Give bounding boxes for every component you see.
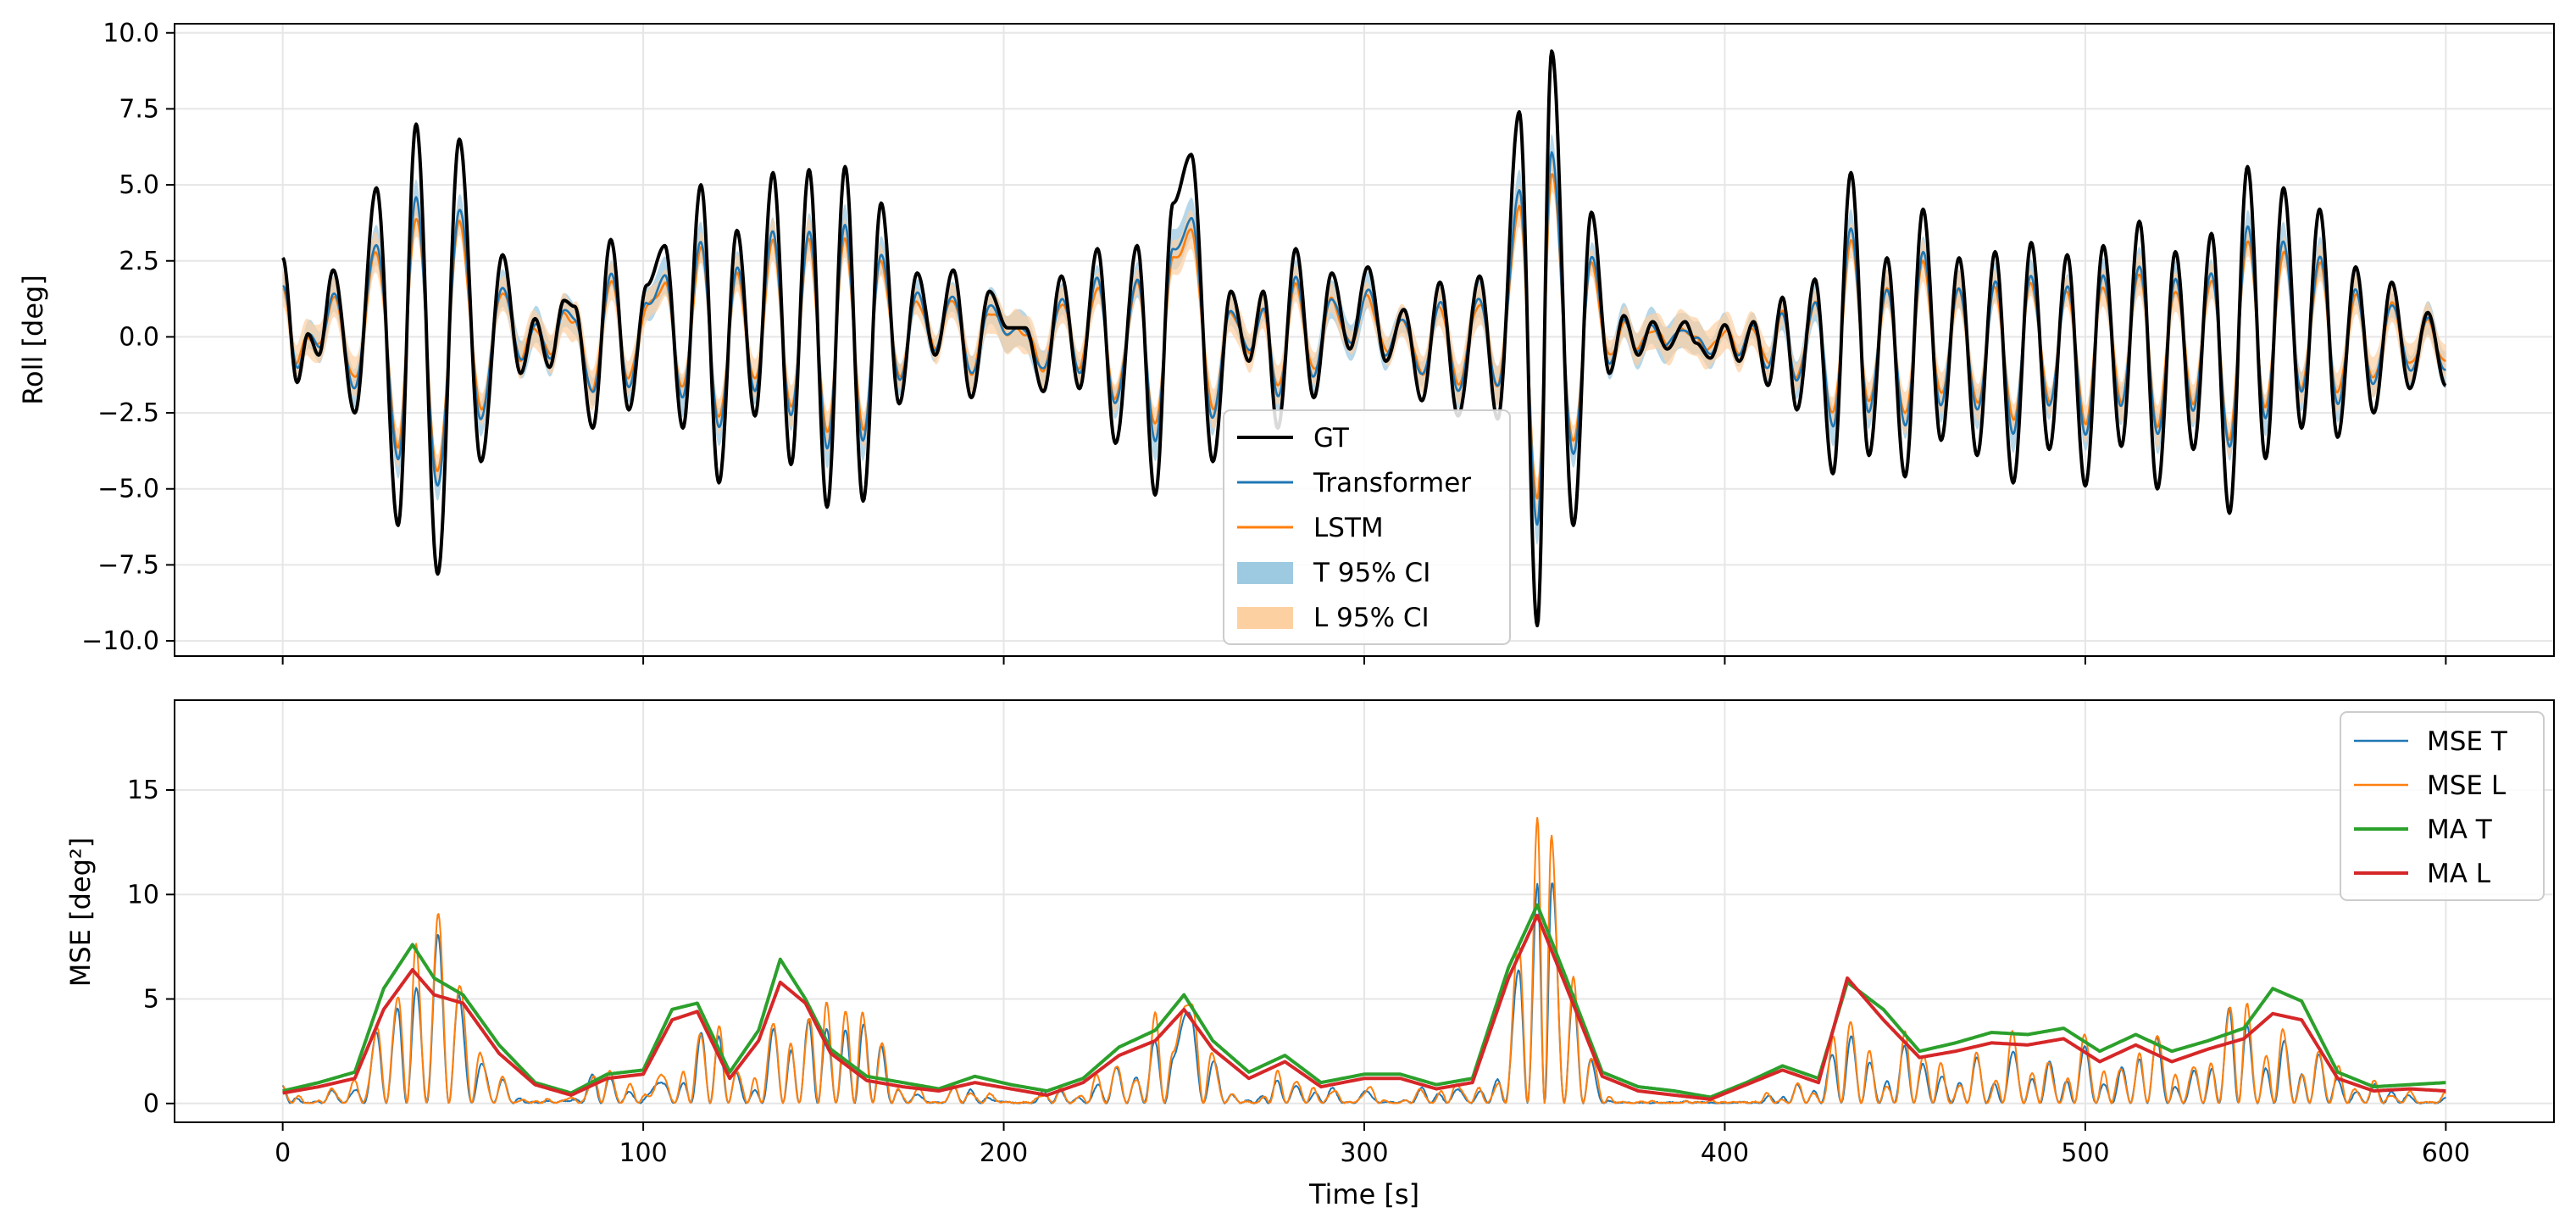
roll-y-axis-label: Roll [deg]: [17, 275, 49, 405]
roll-y-tick-label: −10.0: [81, 626, 159, 656]
mse-panel: 0 100 200 300 400 500 600 0 5 10 15 MSE [deg²] Tim…: [64, 699, 2555, 1210]
roll-legend-box: [1223, 409, 1511, 645]
roll-panel: −10.0 −7.5 −5.0 −2.5 0.0 2.5 5.0 7.5 10.0 Roll […: [17, 19, 2555, 665]
mse-series-lines: [281, 816, 2447, 1104]
roll-y-tick-label: −2.5: [97, 398, 159, 428]
roll-y-tick-label: 7.5: [119, 94, 159, 124]
mse-x-tick-label: 300: [1340, 1138, 1388, 1168]
mse-y-tick-label: 10: [127, 880, 159, 910]
mse-y-axis-label: MSE [deg²]: [64, 837, 97, 987]
mse-axis-ticks: 0 100 200 300 400 500 600 0 5 10 15: [127, 776, 2470, 1168]
roll-y-tick-label: 5.0: [119, 170, 159, 200]
mse-legend-box: [2340, 711, 2545, 901]
roll-y-tick-label: −7.5: [97, 550, 159, 580]
legend-swatch-t-95-ci: [1237, 562, 1293, 584]
roll-axis-ticks: −10.0 −7.5 −5.0 −2.5 0.0 2.5 5.0 7.5 10.0: [81, 19, 2447, 665]
legend-label-ma-t: MA T: [2427, 815, 2493, 845]
legend-label-ma-l: MA L: [2427, 859, 2491, 889]
mse-grid: [175, 700, 2554, 1122]
mse-x-tick-label: 200: [980, 1138, 1028, 1168]
mse-y-tick-label: 5: [143, 985, 159, 1015]
roll-y-tick-label: 0.0: [119, 322, 159, 352]
gt-line: [281, 49, 2447, 628]
mse-l-line: [282, 816, 2446, 1104]
legend-label-l-95-ci: L 95% CI: [1313, 603, 1430, 633]
roll-y-tick-label: 2.5: [119, 247, 159, 276]
mse-x-tick-label: 500: [2061, 1138, 2109, 1168]
legend-label-mse-t: MSE T: [2427, 726, 2508, 757]
mse-x-tick-label: 0: [275, 1138, 291, 1168]
roll-y-tick-label: −5.0: [97, 475, 159, 504]
mse-x-tick-label: 400: [1701, 1138, 1749, 1168]
mse-x-tick-label: 100: [619, 1138, 667, 1168]
mse-t-line: [281, 882, 2446, 1104]
mse-legend: MSE T MSE L MA T MA L: [2340, 711, 2545, 901]
mse-y-tick-label: 15: [127, 776, 159, 805]
ma-l-line: [281, 913, 2447, 1101]
roll-y-tick-label: 10.0: [103, 19, 159, 48]
roll-legend: GT Transformer LSTM T 95% CI L 95% CI: [1223, 409, 1511, 645]
ma-t-line: [281, 903, 2447, 1099]
time-x-axis-label: Time [s]: [1308, 1178, 1419, 1210]
legend-swatch-l-95-ci: [1237, 607, 1293, 629]
legend-label-t-95-ci: T 95% CI: [1313, 558, 1430, 588]
legend-label-gt: GT: [1313, 423, 1350, 453]
roll-series-lines: [281, 49, 2447, 628]
legend-label-mse-l: MSE L: [2427, 771, 2507, 801]
legend-label-lstm: LSTM: [1313, 513, 1384, 543]
mse-x-tick-label: 600: [2422, 1138, 2470, 1168]
legend-label-transformer: Transformer: [1313, 468, 1471, 498]
mse-y-tick-label: 0: [143, 1089, 159, 1119]
